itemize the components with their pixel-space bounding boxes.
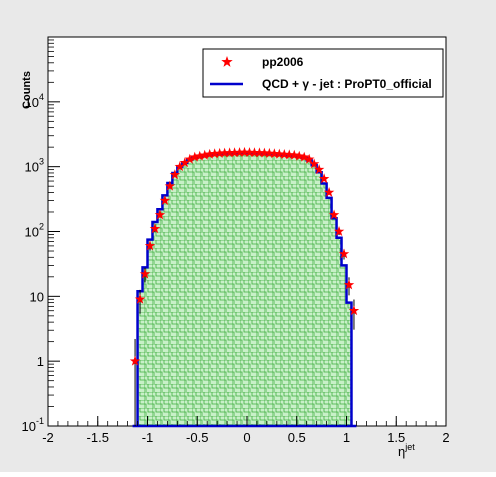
data-point (249, 147, 260, 158)
legend-label-pp2006: pp2006 (262, 55, 304, 69)
x-tick-label: 0 (243, 430, 250, 445)
data-point (269, 148, 280, 159)
y-tick-label: 104 (25, 92, 44, 110)
data-point (169, 169, 181, 180)
data-point (303, 153, 315, 164)
legend-label-mc: QCD + γ - jet : ProPT0_official (262, 77, 432, 91)
data-point (264, 147, 275, 158)
data-point (214, 147, 225, 158)
data-point (129, 355, 141, 366)
x-tick-label: 1 (343, 430, 350, 445)
data-point (184, 153, 196, 164)
y-tick-label: 1 (37, 354, 44, 369)
data-point (139, 268, 151, 279)
y-tick-label: 10 (30, 289, 44, 304)
x-tick-label: 0.5 (288, 430, 306, 445)
data-point (274, 148, 285, 159)
data-point (289, 149, 300, 160)
data-point (204, 148, 215, 159)
x-axis-title-main: η (398, 444, 405, 459)
legend-box (202, 48, 444, 98)
legend-entry-mc: QCD + γ - jet : ProPT0_official (210, 77, 432, 91)
x-axis-title-superscript: jet (404, 442, 415, 452)
data-point (328, 209, 340, 220)
data-point (189, 151, 200, 162)
mc-histogram-fill (132, 152, 357, 426)
x-tick-label: -2 (42, 430, 54, 445)
data-point (179, 157, 191, 168)
data-point (308, 158, 320, 169)
data-point (239, 146, 250, 157)
data-point (343, 279, 355, 290)
data-point (224, 147, 235, 158)
data-point (219, 147, 230, 158)
x-tick-label: -1.5 (87, 430, 109, 445)
y-tick-label: 102 (25, 222, 44, 240)
data-point (298, 151, 310, 162)
legend-star-marker (221, 56, 233, 67)
legend: pp2006 QCD + γ - jet : ProPT0_official (202, 48, 444, 98)
x-axis-title: ηjet (398, 442, 415, 459)
data-point (284, 149, 295, 160)
data-point (149, 223, 161, 234)
data-point (318, 173, 330, 184)
data-point (174, 161, 186, 172)
data-point (229, 147, 240, 158)
data-point (154, 209, 166, 220)
data-point (244, 147, 255, 158)
y-axis-title: Counts (21, 71, 33, 109)
x-tick-label: -1 (142, 430, 154, 445)
data-point (338, 248, 350, 259)
data-point (259, 147, 270, 158)
x-tick-label: -0.5 (186, 430, 208, 445)
data-point (254, 147, 265, 158)
legend-entry-pp2006: pp2006 (221, 55, 304, 69)
data-point (199, 149, 210, 160)
data-point (194, 150, 205, 161)
data-point (234, 147, 245, 158)
data-point (279, 149, 290, 159)
x-tick-label: 2 (442, 430, 449, 445)
data-point (159, 195, 171, 206)
data-point (323, 186, 335, 197)
data-point (333, 226, 345, 236)
data-point (313, 164, 325, 175)
data-point (144, 240, 156, 251)
data-point (164, 180, 176, 191)
data-point (209, 148, 220, 159)
x-tick-label: 1.5 (387, 430, 405, 445)
data-point (348, 305, 360, 316)
y-tick-label: 10-1 (22, 416, 44, 434)
y-tick-label: 103 (25, 157, 44, 175)
data-point (134, 293, 146, 304)
